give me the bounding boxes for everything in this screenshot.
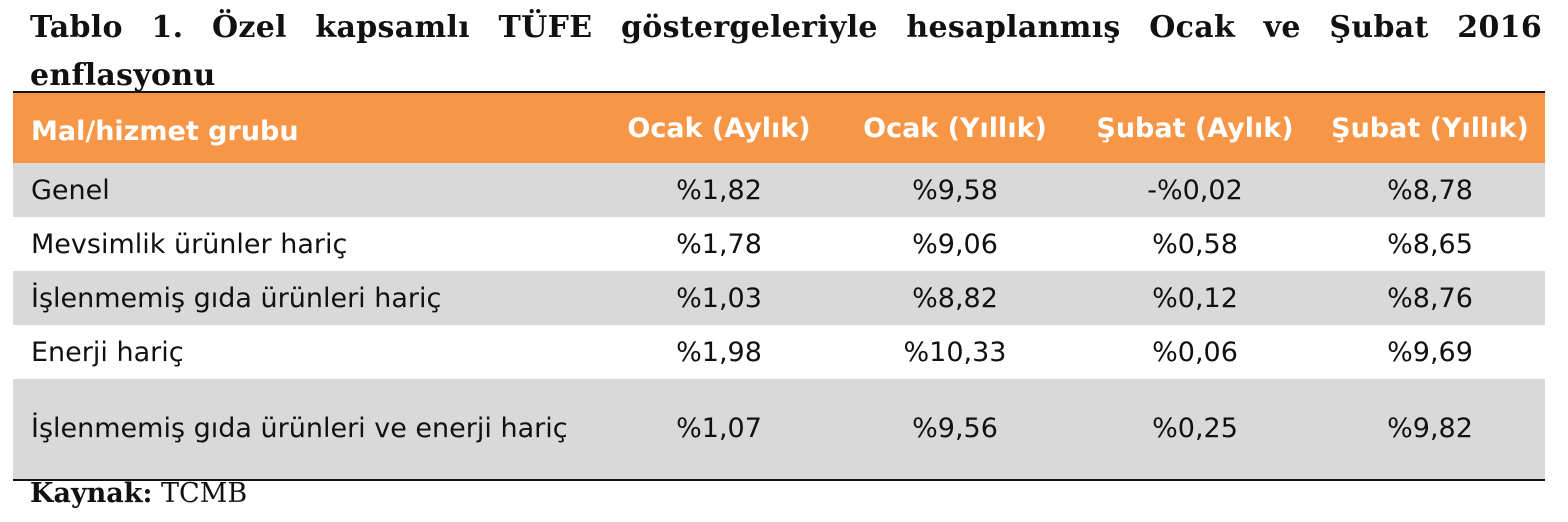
- table-row: Mevsimlik ürünler hariç %1,78 %9,06 %0,5…: [13, 217, 1545, 271]
- source-value: TCMB: [161, 478, 248, 509]
- table-row: Genel %1,82 %9,58 -%0,02 %8,78: [13, 163, 1545, 217]
- cell-jan-monthly: %1,78: [676, 228, 762, 260]
- row-label: İşlenmemiş gıda ürünleri ve enerji hariç: [13, 379, 603, 481]
- cell-jan-monthly: %1,03: [676, 282, 762, 314]
- row-label: Genel: [31, 174, 110, 206]
- inflation-table: Mal/hizmet grubu Ocak (Aylık) Ocak (Yıll…: [13, 91, 1545, 481]
- cell-feb-monthly: %0,25: [1075, 379, 1315, 481]
- cell-jan-annual: %9,56: [835, 379, 1075, 481]
- cell-jan-annual: %8,82: [912, 282, 998, 314]
- row-label: İşlenmemiş gıda ürünleri hariç: [31, 282, 442, 314]
- table-row: Enerji hariç %1,98 %10,33 %0,06 %9,69: [13, 325, 1545, 379]
- table-row: İşlenmemiş gıda ürünleri ve enerji hariç…: [13, 379, 1545, 481]
- cell-jan-annual: %10,33: [903, 336, 1007, 368]
- cell-feb-annual: %9,82: [1315, 379, 1545, 481]
- cell-feb-annual: %9,69: [1387, 336, 1473, 368]
- table-header-row: Mal/hizmet grubu Ocak (Aylık) Ocak (Yıll…: [13, 91, 1545, 163]
- cell-jan-annual: %9,58: [912, 174, 998, 206]
- table-title: Tablo 1. Özel kapsamlı TÜFE göstergeleri…: [30, 10, 1542, 93]
- cell-feb-monthly: %0,58: [1152, 228, 1238, 260]
- header-feb-annual: Şubat (Yıllık): [1315, 91, 1545, 163]
- cell-feb-monthly: %0,06: [1152, 336, 1238, 368]
- cell-jan-annual: %9,06: [912, 228, 998, 260]
- cell-jan-monthly: %1,82: [676, 174, 762, 206]
- cell-jan-monthly: %1,07: [603, 379, 835, 481]
- cell-feb-annual: %8,78: [1387, 174, 1473, 206]
- row-label: Mevsimlik ürünler hariç: [31, 228, 348, 260]
- cell-feb-monthly: %0,12: [1152, 282, 1238, 314]
- cell-feb-monthly: -%0,02: [1147, 174, 1243, 206]
- source-label: Kaynak:: [30, 478, 153, 509]
- cell-feb-annual: %8,76: [1387, 282, 1473, 314]
- header-feb-monthly: Şubat (Aylık): [1075, 91, 1315, 163]
- header-jan-monthly: Ocak (Aylık): [603, 91, 835, 163]
- source-note: Kaynak: TCMB: [30, 478, 247, 509]
- cell-jan-monthly: %1,98: [676, 336, 762, 368]
- header-jan-annual: Ocak (Yıllık): [835, 91, 1075, 163]
- table-row: İşlenmemiş gıda ürünleri hariç %1,03 %8,…: [13, 271, 1545, 325]
- header-group: Mal/hizmet grubu: [13, 91, 603, 163]
- row-label: Enerji hariç: [31, 336, 184, 368]
- cell-feb-annual: %8,65: [1387, 228, 1473, 260]
- inflation-table-container: Mal/hizmet grubu Ocak (Aylık) Ocak (Yıll…: [13, 91, 1545, 481]
